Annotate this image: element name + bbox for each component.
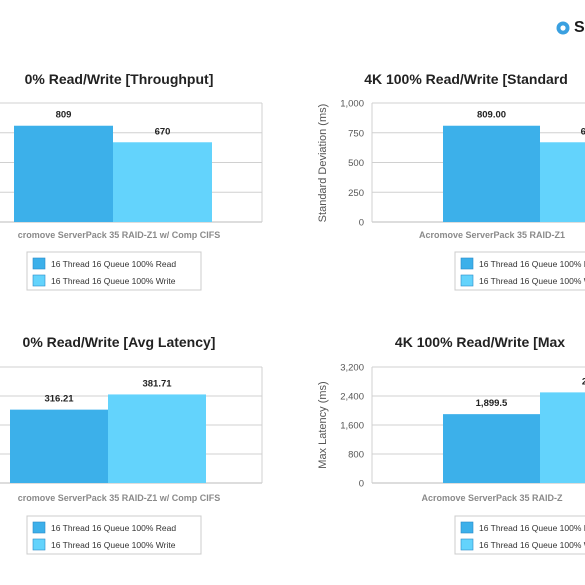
legend-label: 16 Thread 16 Queue 100% Read — [51, 523, 176, 533]
legend-box — [454, 251, 585, 291]
brand-logo: S — [556, 19, 585, 37]
y-tick-label: 250 — [348, 188, 364, 199]
legend-box — [26, 251, 202, 291]
y-axis-label: Max Latency (ms) — [317, 381, 329, 468]
y-tick-label: 2,400 — [340, 392, 364, 403]
chart-title: 4K 100% Read/Write [Standard — [364, 71, 568, 87]
legend-box — [454, 515, 585, 555]
legend-box — [26, 515, 202, 555]
legend-label: 16 Thread 16 Queue 100% Read — [51, 259, 176, 269]
logo-circle-icon — [556, 21, 570, 35]
category-label: cromove ServerPack 35 RAID-Z1 w/ Comp CI… — [18, 493, 221, 503]
category-label: cromove ServerPack 35 RAID-Z1 w/ Comp CI… — [18, 230, 221, 240]
legend-swatch-write — [32, 538, 46, 551]
chart-title: 0% Read/Write [Avg Latency] — [23, 334, 216, 350]
bar-write — [540, 392, 585, 483]
bar-read — [10, 409, 108, 483]
legend-swatch-write — [460, 538, 474, 551]
y-tick-label: 0 — [359, 218, 364, 229]
category-label: Acromove ServerPack 35 RAID-Z1 — [419, 230, 565, 240]
legend-label: 16 Thread 16 Queue 100% Write — [479, 540, 585, 550]
data-label: 381.71 — [142, 378, 172, 389]
bar-read — [14, 125, 113, 222]
legend-label: 16 Thread 16 Queue 100% Write — [51, 540, 176, 550]
data-label: 2,5 — [582, 376, 585, 387]
bar-write — [108, 394, 206, 483]
legend-swatch-read — [460, 257, 474, 270]
data-label: 316.21 — [44, 394, 74, 405]
logo-text: S — [574, 19, 585, 36]
bar-write — [113, 142, 212, 222]
y-tick-label: 500 — [348, 158, 364, 169]
y-tick-label: 0 — [359, 479, 364, 490]
y-tick-label: 1,600 — [340, 421, 364, 432]
category-label: Acromove ServerPack 35 RAID-Z — [421, 493, 563, 503]
legend-label: 16 Thread 16 Queue 100% Write — [51, 276, 176, 286]
y-tick-label: 3,200 — [340, 363, 364, 374]
bar-read — [443, 125, 540, 222]
chart-title: 4K 100% Read/Write [Max — [395, 334, 565, 350]
y-tick-label: 750 — [348, 128, 364, 139]
legend-label: 16 Thread 16 Queue 100% Read — [479, 523, 585, 533]
y-tick-label: 1,000 — [340, 99, 364, 110]
data-label: 809.00 — [477, 110, 506, 121]
data-label: 809 — [56, 110, 72, 121]
legend-swatch-write — [32, 274, 46, 287]
legend-swatch-write — [460, 274, 474, 287]
y-tick-label: 800 — [348, 450, 364, 461]
bar-write — [540, 142, 585, 222]
data-label: 670 — [155, 126, 171, 137]
legend-swatch-read — [32, 521, 46, 534]
data-label: 670 — [581, 126, 585, 137]
data-label: 1,899.5 — [476, 398, 508, 409]
legend-label: 16 Thread 16 Queue 100% Write — [479, 276, 585, 286]
legend-label: 16 Thread 16 Queue 100% Read — [479, 259, 585, 269]
legend-swatch-read — [460, 521, 474, 534]
y-axis-label: Standard Deviation (ms) — [317, 104, 329, 223]
bar-read — [443, 414, 540, 483]
legend-swatch-read — [32, 257, 46, 270]
chart-title: 0% Read/Write [Throughput] — [25, 71, 214, 87]
